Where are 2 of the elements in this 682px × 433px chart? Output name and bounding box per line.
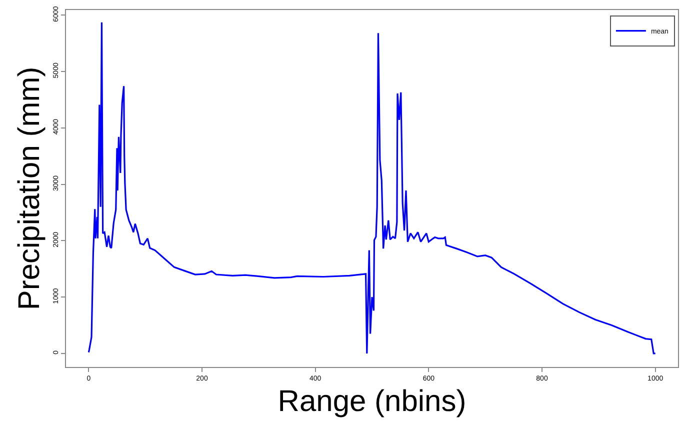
y-axis-title: Precipitation (mm) <box>13 66 46 310</box>
x-axis-title: Range (nbins) <box>278 384 466 418</box>
